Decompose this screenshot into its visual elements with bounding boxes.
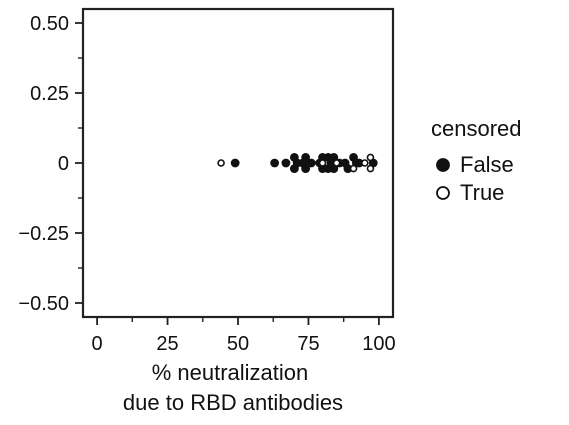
point-censored-true xyxy=(366,164,375,173)
point-censored-false xyxy=(270,158,280,168)
point-censored-true xyxy=(217,159,225,167)
legend-label-true: True xyxy=(460,180,504,205)
x-axis-title-line-2: due to RBD antibodies xyxy=(123,390,343,415)
point-censored-true xyxy=(349,164,358,173)
point-censored-false xyxy=(281,158,291,168)
point-censored-true xyxy=(361,159,369,167)
y-tick-label: −0.25 xyxy=(18,223,69,245)
y-tick-label: 0 xyxy=(58,153,69,175)
y-tick-label: −0.50 xyxy=(18,293,69,315)
legend-marker-false xyxy=(436,158,450,172)
point-censored-true xyxy=(366,153,375,162)
point-censored-false xyxy=(230,158,240,168)
point-censored-true xyxy=(332,159,341,167)
x-tick-label: 0 xyxy=(92,333,103,355)
x-tick-label: 75 xyxy=(297,333,319,355)
legend-title: censored xyxy=(431,116,522,141)
data-points xyxy=(217,152,378,173)
point-censored-false xyxy=(301,152,311,162)
x-axis-title-line-1: % neutralization xyxy=(152,360,309,385)
point-censored-false xyxy=(301,164,311,173)
x-axis: 0 25 50 75 100 xyxy=(92,317,396,355)
x-tick-label: 25 xyxy=(156,333,178,355)
legend-marker-true xyxy=(436,186,450,200)
x-tick-label: 100 xyxy=(362,333,395,355)
y-tick-label: 0.25 xyxy=(30,83,69,105)
legend: censored False True xyxy=(431,116,522,205)
x-tick-label: 50 xyxy=(227,333,249,355)
y-tick-label: 0.50 xyxy=(30,13,69,35)
y-axis: 0.50 0.25 0 −0.25 −0.50 xyxy=(18,13,83,315)
point-censored-false xyxy=(306,158,316,168)
point-censored-true xyxy=(318,159,327,167)
legend-label-false: False xyxy=(460,152,514,177)
